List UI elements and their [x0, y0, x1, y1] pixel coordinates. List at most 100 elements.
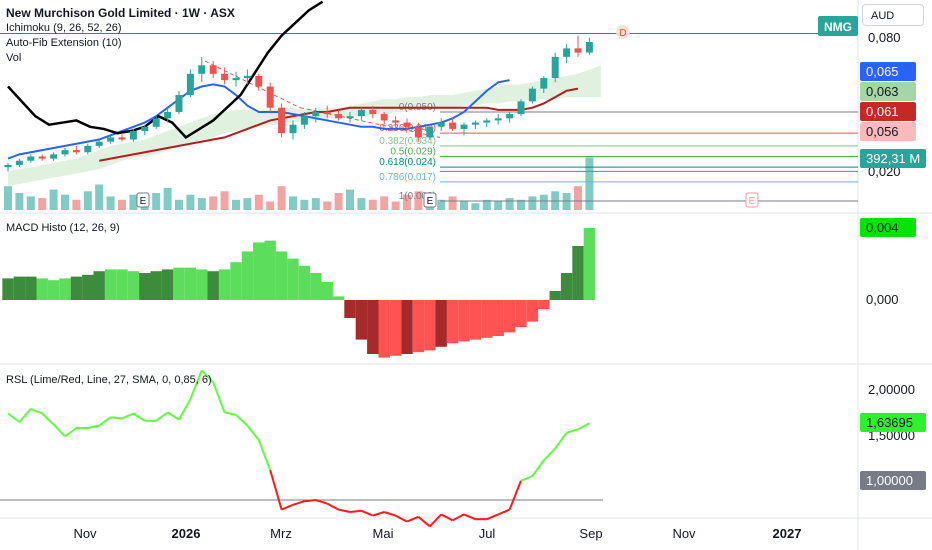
price-badge-label: 0,056	[866, 124, 899, 139]
macd-bar	[515, 300, 527, 327]
rsl-line-segment	[463, 513, 476, 521]
candle-body	[84, 145, 92, 153]
dividend-marker-label: D	[619, 28, 626, 39]
candle-body	[506, 114, 514, 119]
volume-bar	[186, 194, 195, 210]
candle-body	[164, 111, 172, 119]
volume-bar	[277, 186, 286, 210]
volume-bar	[163, 187, 172, 210]
macd-bar	[367, 300, 379, 354]
rsl-line-segment	[452, 513, 465, 522]
volume-bar	[403, 194, 411, 210]
macd-bar	[401, 300, 413, 354]
macd-bar	[59, 278, 71, 300]
macd-bar	[70, 276, 83, 300]
rsl-line-segment	[281, 503, 294, 511]
rsl-legend[interactable]: RSL (Lime/Red, Line, 27, SMA, 0, 0,85, 6…	[6, 374, 212, 386]
candle-body	[27, 156, 35, 161]
rsl-line-segment	[7, 412, 20, 423]
rsl-line-segment	[110, 416, 123, 420]
candle-body	[61, 150, 69, 155]
rsl-line-segment	[531, 459, 545, 477]
candle-body	[15, 160, 23, 165]
rsl-line-segment	[246, 424, 260, 441]
candle-body	[494, 118, 502, 121]
candle-body	[414, 126, 422, 138]
volume-bar	[505, 198, 514, 210]
time-axis-label: 2027	[773, 526, 802, 541]
indicator-ichimoku[interactable]: Ichimoku (9, 26, 52, 26)	[6, 22, 122, 34]
price-badge-label: 392,31 M	[866, 151, 920, 166]
candle-body	[50, 154, 58, 159]
rsl-line-segment	[554, 432, 568, 449]
tenkan-line	[7, 79, 510, 160]
rsl-line-segment	[429, 513, 442, 528]
macd-bar	[196, 269, 208, 300]
rsl-line-segment	[338, 508, 351, 513]
volume-bar	[209, 196, 218, 210]
macd-bar	[139, 273, 151, 300]
rsl-line-segment	[189, 370, 203, 400]
macd-bar	[458, 300, 470, 342]
volume-bar	[311, 198, 320, 210]
fib-trend-line	[204, 60, 301, 109]
candle-body	[369, 109, 377, 115]
macd-bar	[241, 251, 254, 300]
macd-bar	[310, 273, 322, 300]
fib-level-label: 0.786(0.017)	[379, 172, 436, 183]
candle-body	[528, 88, 536, 102]
candle-body	[392, 120, 400, 123]
indicator-vol[interactable]: Vol	[6, 52, 22, 64]
candle-body	[107, 137, 115, 142]
rsl-line-segment	[132, 412, 146, 422]
volume-bar	[517, 199, 525, 210]
chart-title[interactable]: New Murchison Gold Limited · 1W · ASX	[6, 6, 235, 20]
macd-legend[interactable]: MACD Histo (12, 26, 9)	[6, 222, 120, 234]
rsl-line-segment	[440, 513, 454, 522]
volume-bar	[437, 199, 446, 210]
volume-bar	[95, 184, 104, 210]
candle-body	[357, 109, 365, 117]
rsl-line-segment	[257, 439, 272, 471]
volume-bar	[254, 194, 263, 210]
macd-bar	[264, 240, 276, 300]
candle-body	[471, 122, 479, 125]
volume-bar	[539, 194, 548, 210]
volume-bar	[380, 196, 389, 210]
dividend-marker	[616, 25, 630, 39]
macd-bar	[116, 269, 128, 300]
volume-bar	[243, 198, 252, 210]
rsl-line-segment	[508, 480, 522, 510]
macd-bar	[184, 267, 197, 300]
volume-bar	[346, 189, 354, 210]
earnings-marker	[136, 192, 150, 208]
candle-body	[95, 141, 103, 146]
candle-body	[243, 75, 251, 79]
indicator-autofib[interactable]: Auto-Fib Extension (10)	[6, 37, 122, 49]
rsl-line-segment	[372, 511, 385, 517]
macd-bar	[47, 280, 60, 300]
volume-bar	[460, 201, 468, 210]
macd-bar	[321, 282, 333, 300]
rsl-line-segment	[486, 513, 499, 521]
volume-bar	[4, 186, 12, 210]
volume-bar	[585, 157, 594, 210]
rsl-line-segment	[201, 369, 214, 384]
macd-bar	[275, 251, 288, 300]
currency-selector[interactable]: AUD	[862, 4, 924, 26]
macd-bar	[481, 300, 493, 338]
volume-bar	[38, 198, 47, 210]
time-axis-label: Mrz	[270, 526, 292, 541]
volume-bar	[334, 193, 343, 210]
symbol-badge	[818, 16, 858, 36]
rsl-line-segment	[577, 422, 590, 431]
rsl-line-segment	[167, 411, 180, 421]
macd-badge	[860, 218, 916, 237]
macd-bar	[424, 300, 436, 351]
rsl-axis-label: 2,00000	[868, 382, 915, 397]
volume-bar	[482, 199, 491, 210]
rsl-line-segment	[41, 412, 55, 426]
rsl-line-segment	[406, 515, 419, 523]
candle-body	[4, 164, 12, 168]
